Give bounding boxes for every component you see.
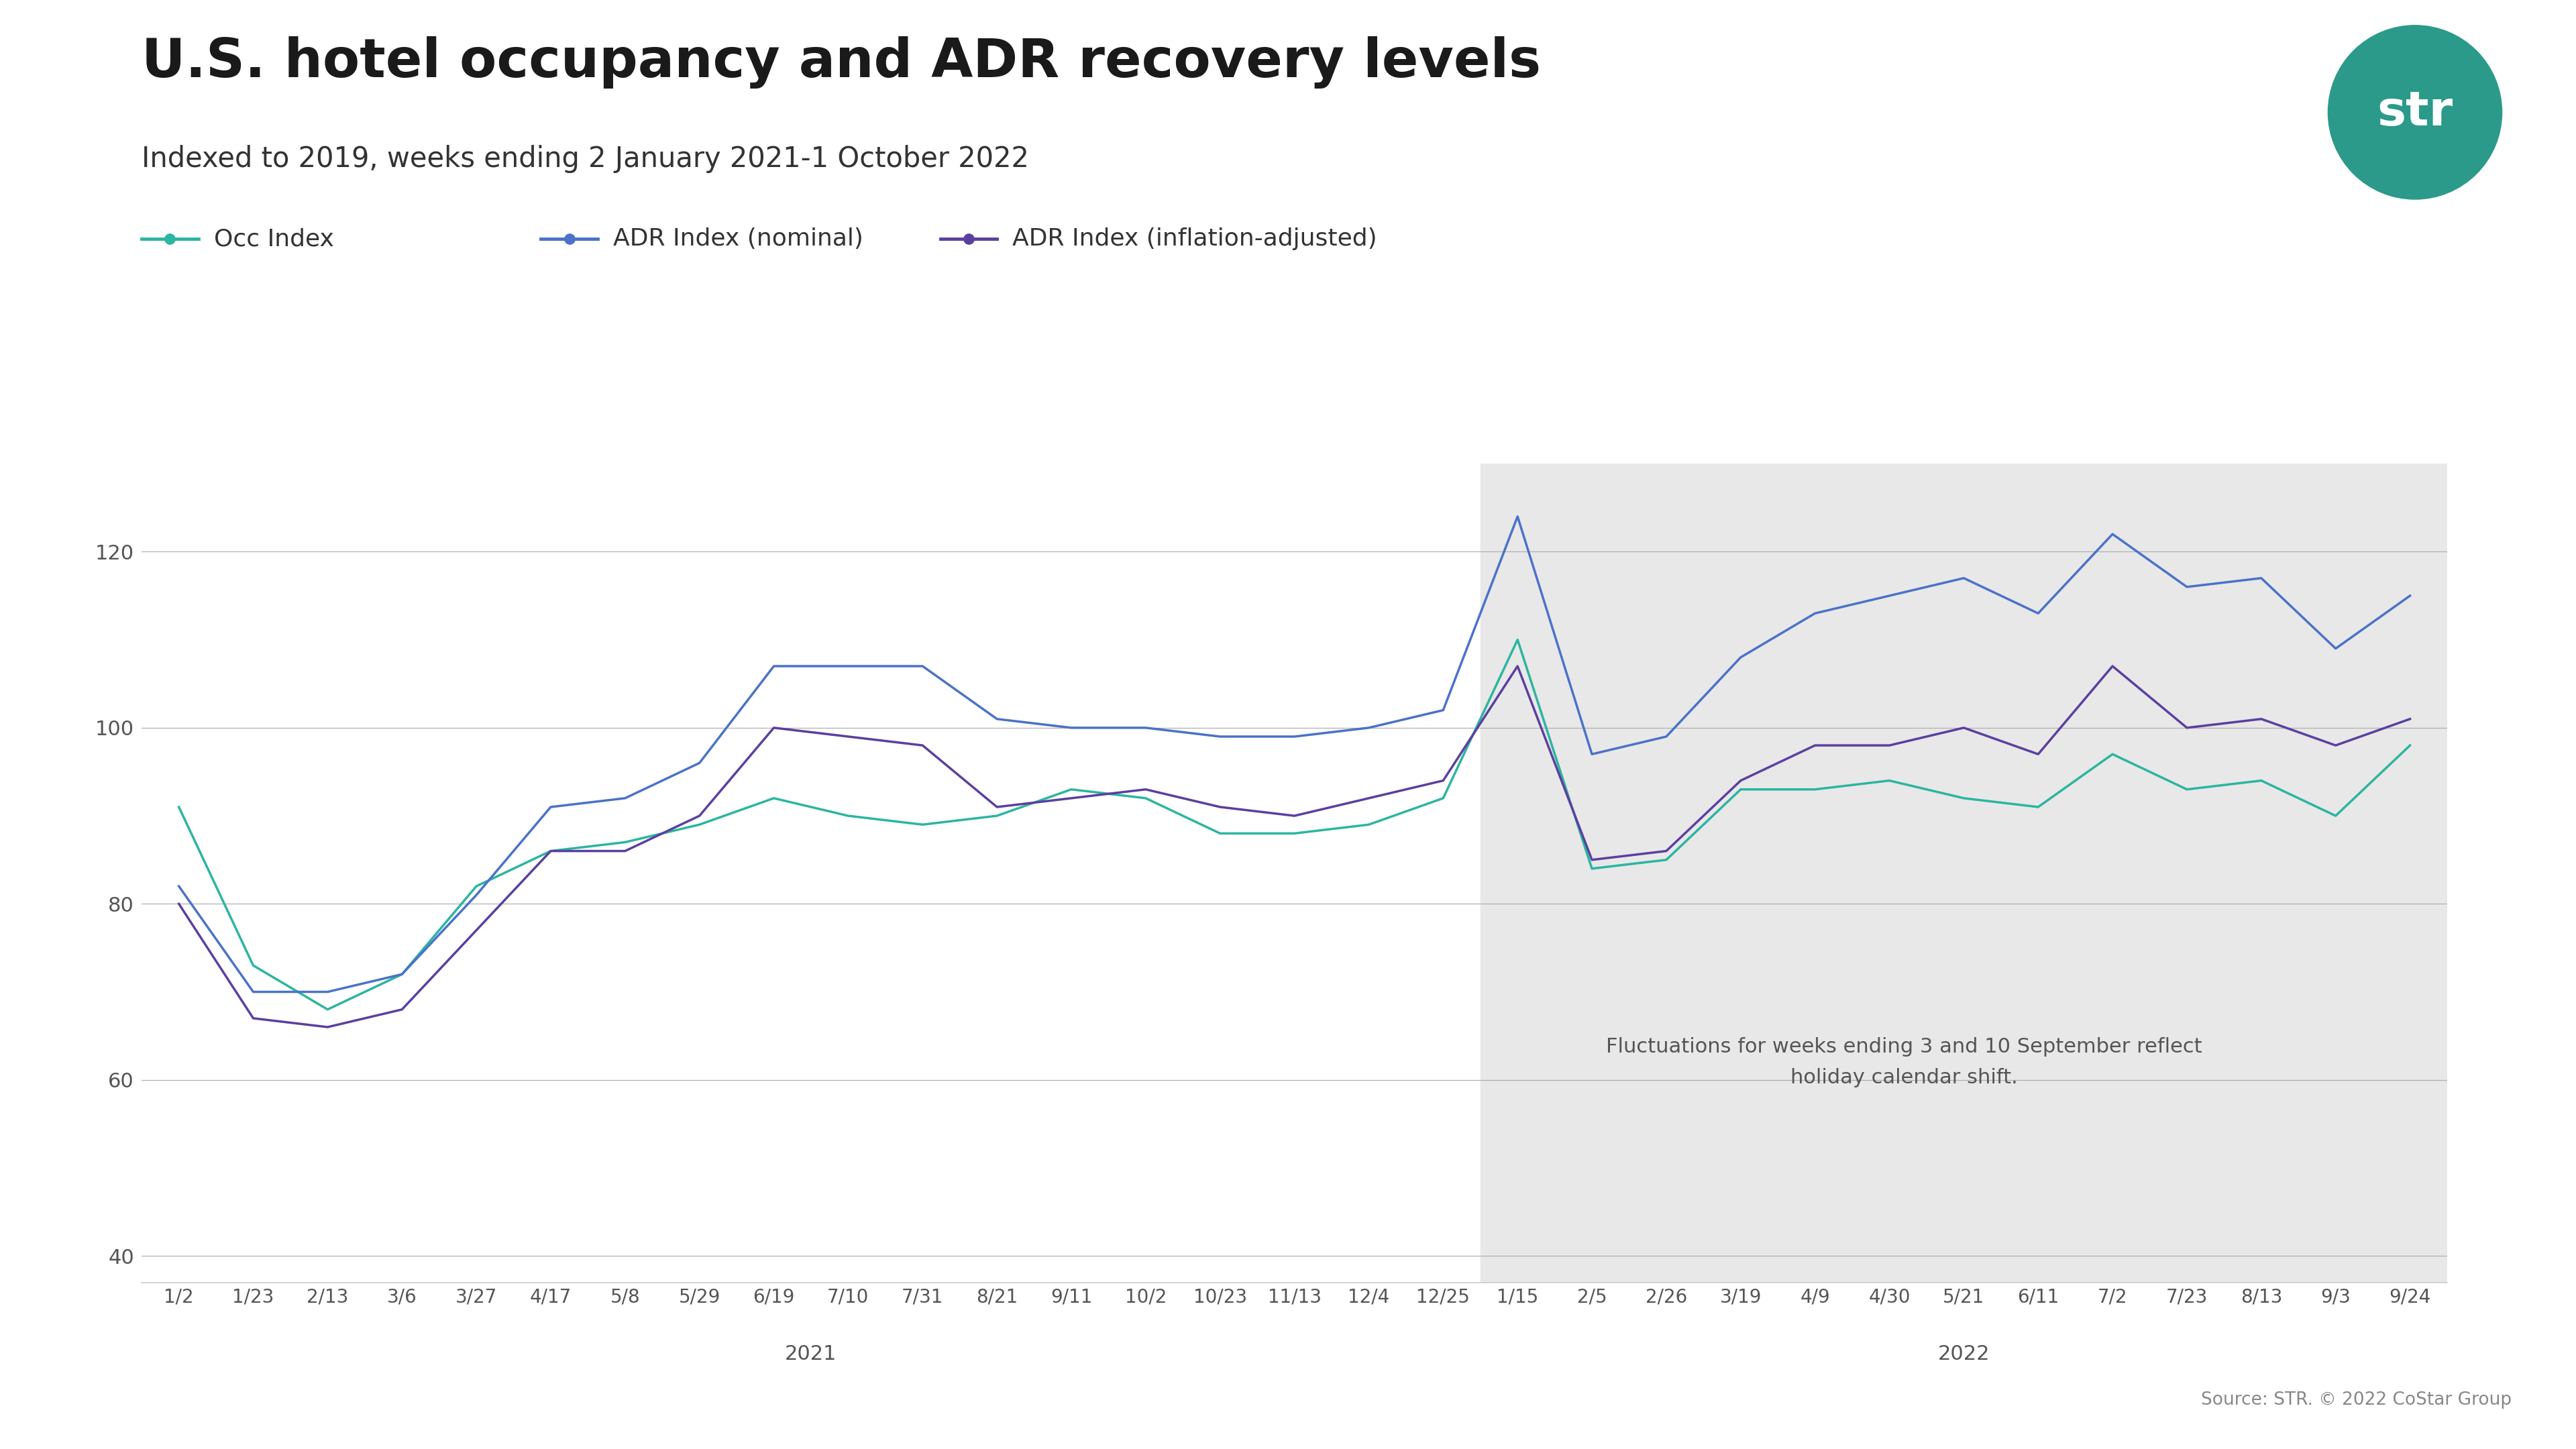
Text: U.S. hotel occupancy and ADR recovery levels: U.S. hotel occupancy and ADR recovery le… bbox=[142, 36, 1540, 88]
Circle shape bbox=[2329, 26, 2501, 199]
Text: str: str bbox=[2378, 90, 2452, 135]
Text: Occ Index: Occ Index bbox=[214, 227, 335, 251]
Text: Source: STR. © 2022 CoStar Group: Source: STR. © 2022 CoStar Group bbox=[2200, 1391, 2512, 1408]
Text: Fluctuations for weeks ending 3 and 10 September reflect
holiday calendar shift.: Fluctuations for weeks ending 3 and 10 S… bbox=[1607, 1037, 2202, 1087]
Text: Indexed to 2019, weeks ending 2 January 2021-1 October 2022: Indexed to 2019, weeks ending 2 January … bbox=[142, 145, 1028, 172]
Text: ADR Index (nominal): ADR Index (nominal) bbox=[613, 227, 863, 251]
Text: ADR Index (inflation-adjusted): ADR Index (inflation-adjusted) bbox=[1012, 227, 1378, 251]
Text: 2022: 2022 bbox=[1937, 1345, 1989, 1364]
Bar bbox=[1481, 464, 2447, 1282]
Text: 2021: 2021 bbox=[786, 1345, 837, 1364]
